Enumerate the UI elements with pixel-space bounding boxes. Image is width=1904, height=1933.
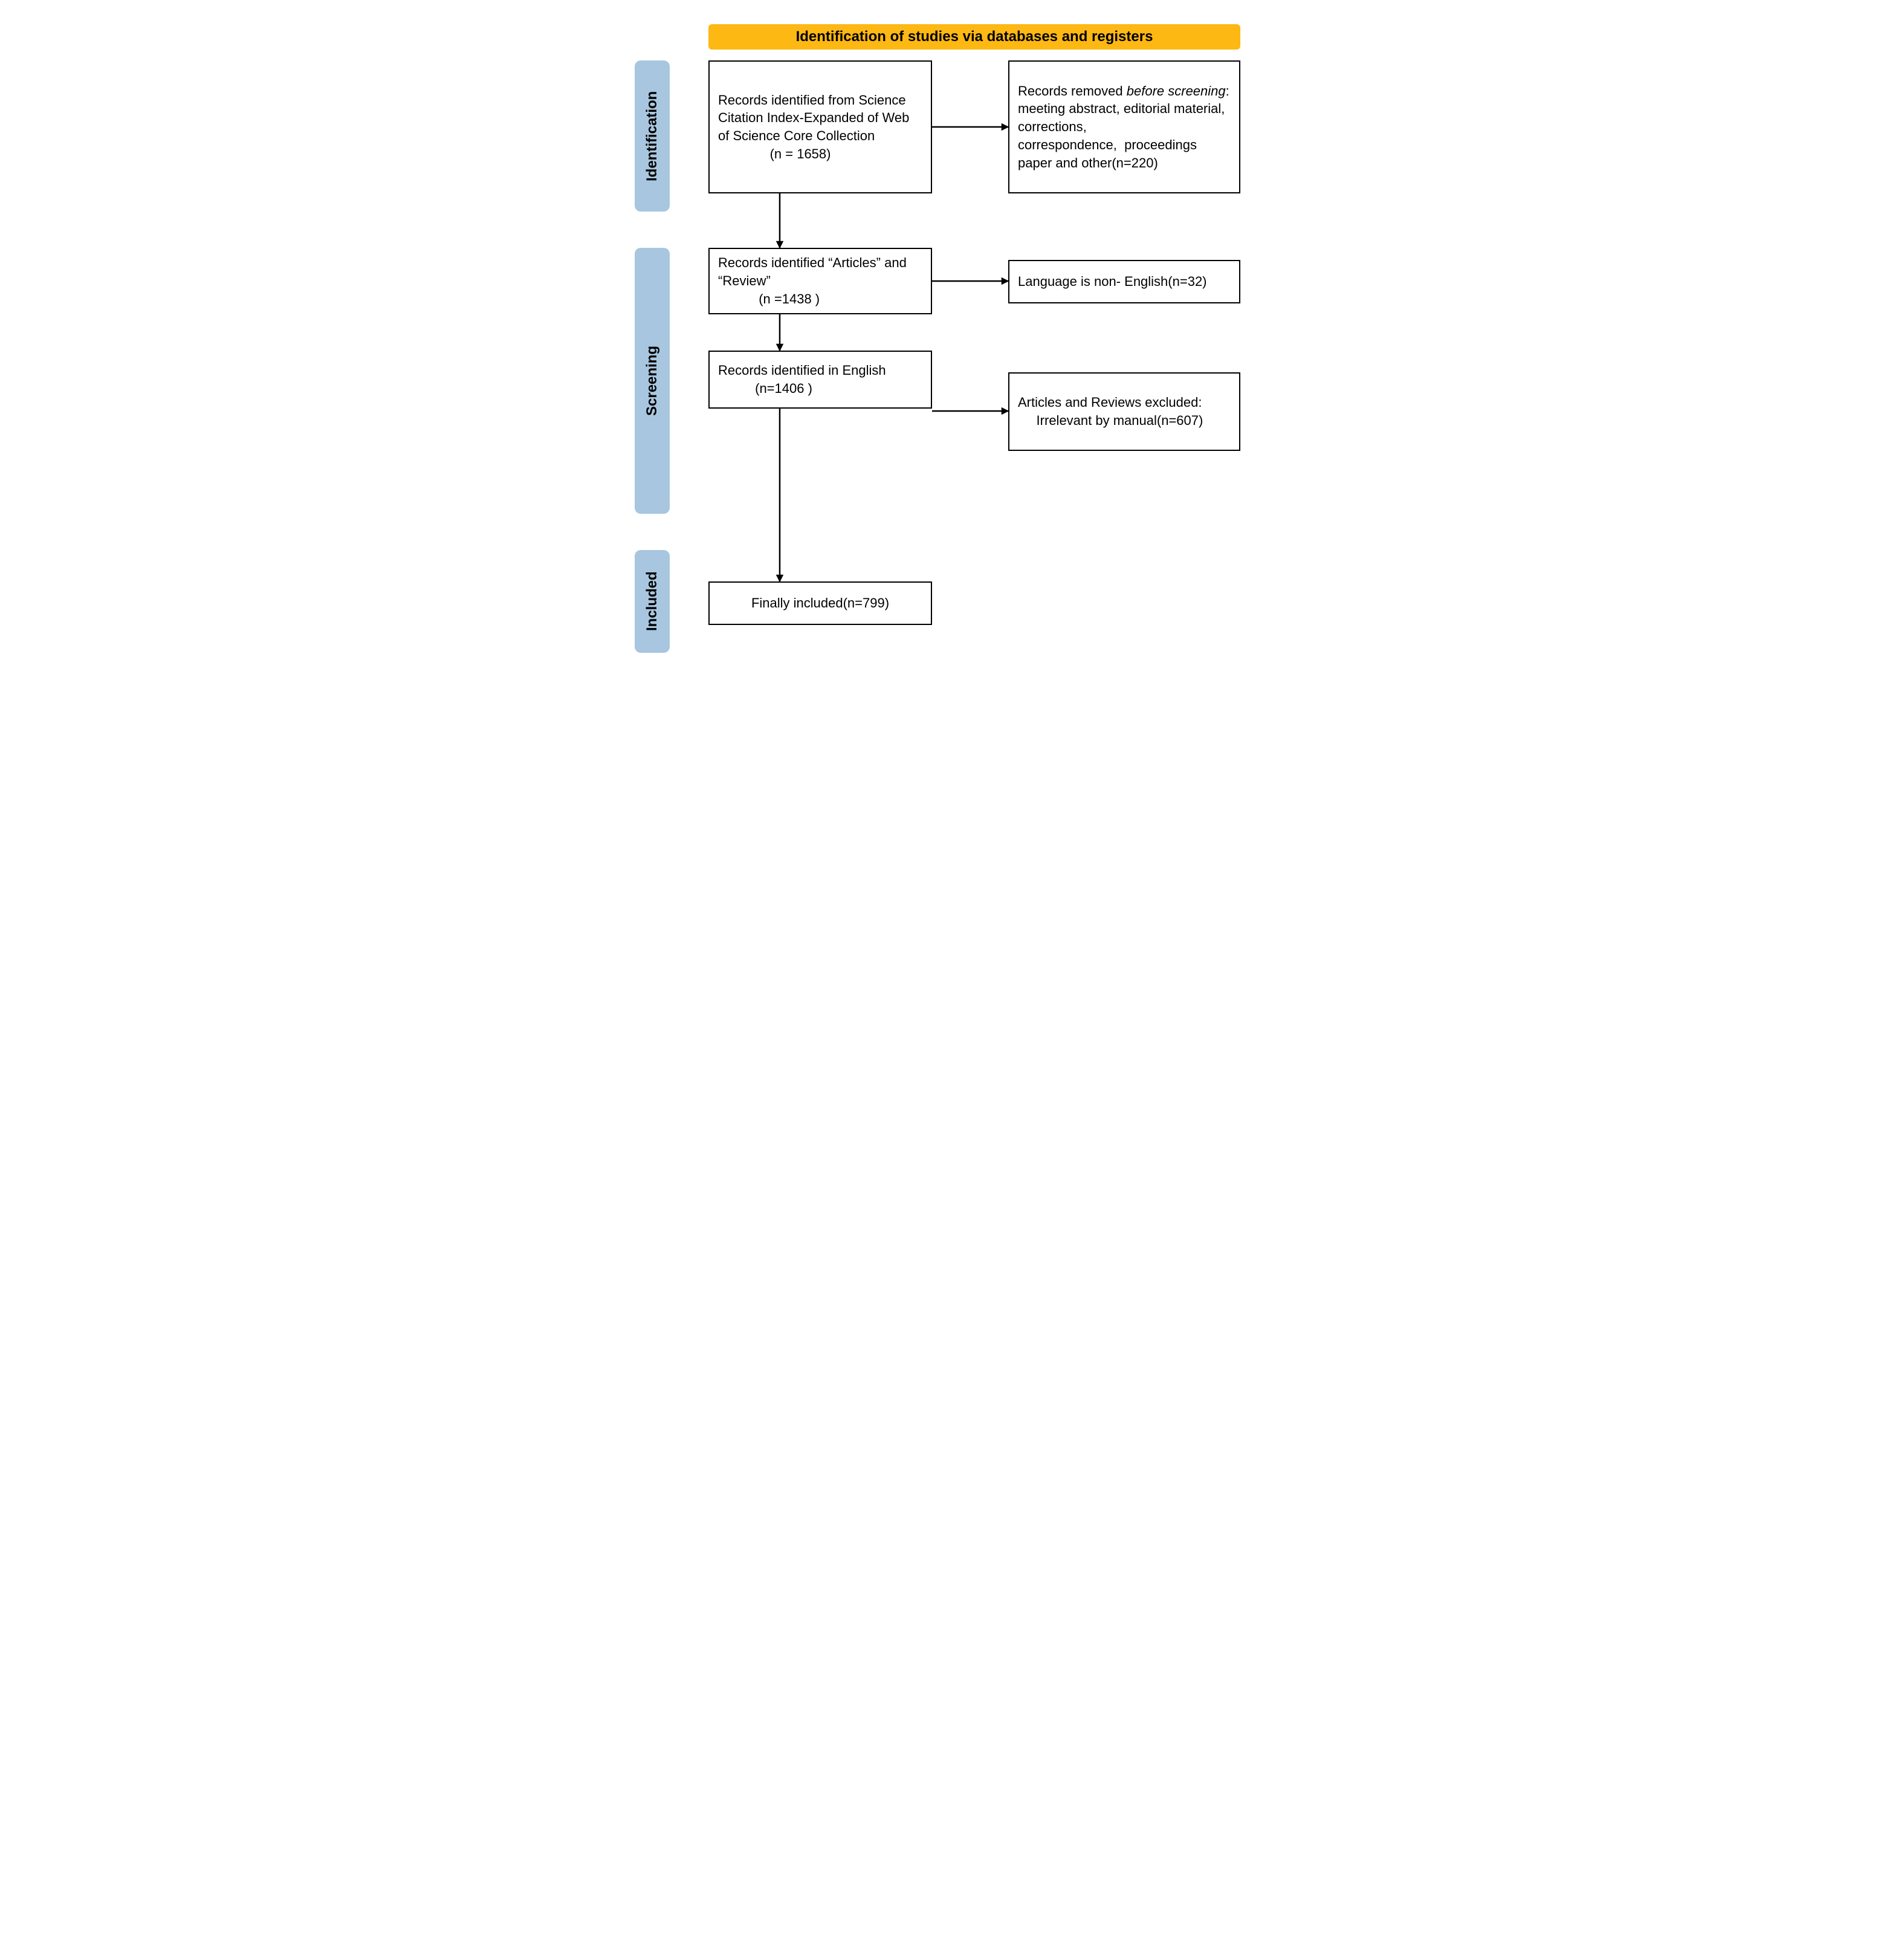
stage-included: Included <box>635 550 670 653</box>
box-records-identified-source: Records identified from Science Citation… <box>708 60 932 193</box>
box-excluded-irrelevant: Articles and Reviews excluded: Irrelevan… <box>1008 372 1240 451</box>
box-records-articles-review: Records identified “Articles” and “Revie… <box>708 248 932 314</box>
box-records-in-english: Records identified in English (n=1406 ) <box>708 351 932 409</box>
box-language-non-english: Language is non- English(n=32) <box>1008 260 1240 303</box>
box-records-removed-before-screening: Records removed before screening:meeting… <box>1008 60 1240 193</box>
box-finally-included: Finally included(n=799) <box>708 581 932 625</box>
stage-identification: Identification <box>635 60 670 212</box>
flowchart-canvas: Identification of studies via databases … <box>635 24 1269 669</box>
header-banner: Identification of studies via databases … <box>708 24 1240 50</box>
stage-screening: Screening <box>635 248 670 514</box>
